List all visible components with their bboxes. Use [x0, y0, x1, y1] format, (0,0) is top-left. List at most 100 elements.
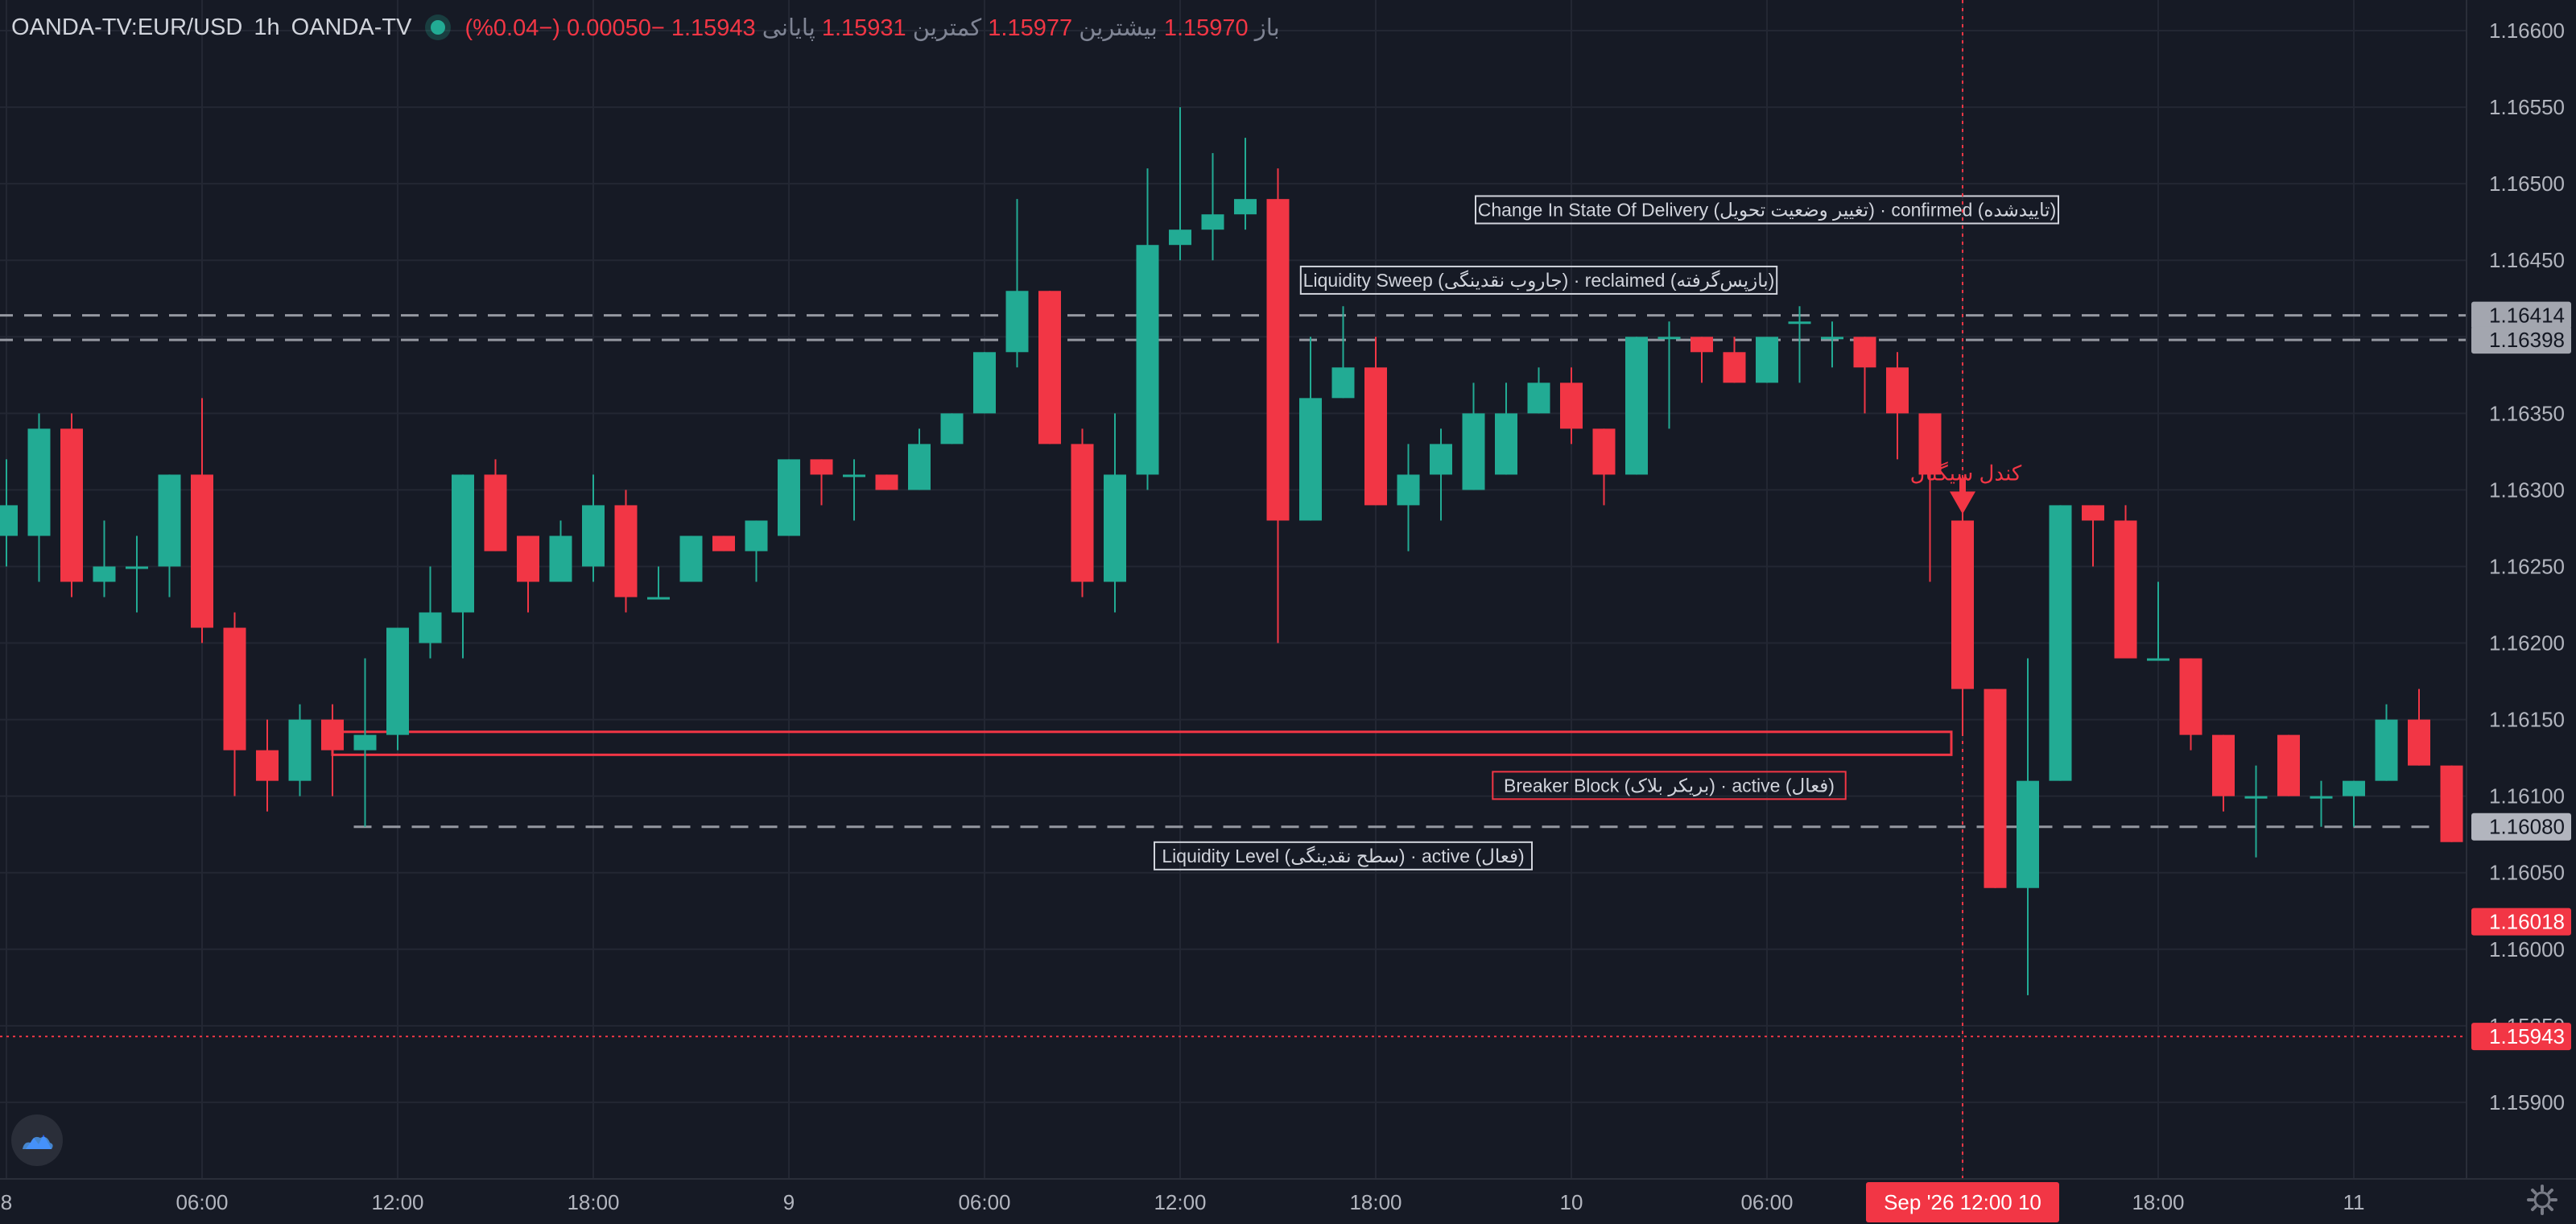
- candle-body: [2017, 780, 2039, 888]
- candle: [288, 704, 312, 796]
- candle: [810, 459, 833, 506]
- candle: [1234, 138, 1257, 230]
- level-price-tag: [2471, 813, 2571, 841]
- candle-body: [2277, 734, 2300, 796]
- chart-header: OANDA-TV:EUR/USD 1h OANDA-TV باز 1.15970…: [11, 11, 1280, 43]
- time-axis-bg: [0, 1179, 2576, 1224]
- candle: [1364, 337, 1387, 506]
- candle-body: [2310, 796, 2333, 799]
- candle-body: [191, 474, 213, 628]
- candle: [1918, 413, 1942, 582]
- candle: [419, 566, 442, 659]
- candle-body: [126, 566, 148, 569]
- candle-body: [679, 536, 703, 582]
- candle: [2277, 734, 2300, 796]
- candle-body: [1201, 214, 1224, 230]
- candle: [778, 459, 800, 536]
- candle-body: [778, 459, 800, 536]
- candle-body: [2408, 719, 2430, 766]
- candle: [712, 536, 735, 552]
- price-marker-label: 1.15943: [2489, 1024, 2565, 1048]
- candle: [582, 474, 605, 582]
- candle-body: [1397, 474, 1420, 506]
- symbol-name[interactable]: OANDA-TV:EUR/USD: [11, 14, 243, 40]
- candle-body: [1234, 199, 1257, 215]
- candle-body: [2244, 796, 2268, 799]
- candle-body: [1136, 245, 1159, 475]
- data-source: OANDA-TV: [291, 14, 412, 40]
- market-status-icon: [431, 20, 446, 35]
- candle: [1625, 337, 1648, 475]
- level-price-label: 1.16080: [2489, 815, 2565, 839]
- open-value: 1.15970: [1163, 14, 1249, 41]
- time-axis[interactable]: 8 06:00 12:00 18:00 9 06:00 12:00 18:00 10 06:00 1…: [0, 1178, 2576, 1224]
- candle: [158, 474, 181, 598]
- candle: [2114, 505, 2137, 659]
- price-tick-label: 1.16050: [2489, 861, 2565, 885]
- candle: [549, 520, 572, 582]
- time-tick-label: 18:00: [1349, 1190, 1402, 1214]
- candle-body: [1756, 337, 1778, 383]
- gear-icon[interactable]: [2526, 1184, 2558, 1216]
- candles[interactable]: [0, 107, 2496, 995]
- annotation-box: [1154, 841, 1533, 870]
- candle-body: [1984, 688, 2007, 888]
- price-marker-tag: [2471, 908, 2571, 936]
- annotation-change-in-state-of-delivery: Change In State Of Delivery (تغییر وضعیت…: [1478, 199, 2057, 221]
- candle-body: [1038, 291, 1061, 445]
- high-value: 1.15977: [988, 14, 1073, 41]
- candle: [2082, 505, 2104, 567]
- time-tick-label: 12:00: [1154, 1190, 1206, 1214]
- tradingview-cloud-icon[interactable]: [11, 1114, 63, 1166]
- close-label: پایانی: [762, 14, 815, 41]
- candle: [875, 474, 898, 490]
- annotation-box: [1299, 265, 1778, 295]
- candle: [2212, 734, 2235, 812]
- time-tick-label: 11: [2343, 1190, 2365, 1214]
- candle-body: [810, 459, 833, 475]
- candle: [908, 428, 931, 490]
- candle: [1005, 199, 1029, 368]
- candle: [1038, 291, 1061, 445]
- candle-body: [940, 413, 964, 445]
- level-price-label: 1.16398: [2489, 328, 2565, 352]
- annotation-liquidity-sweep: Liquidity Sweep (جاروب نقدینگی) · reclai…: [1303, 270, 1775, 292]
- candle-body: [158, 474, 181, 567]
- candle-body: [1853, 337, 1876, 368]
- candle: [2244, 765, 2268, 858]
- candle: [647, 566, 670, 600]
- candle-body: [353, 734, 377, 751]
- candle: [614, 490, 638, 613]
- candle: [517, 536, 539, 613]
- candle: [1462, 382, 1485, 490]
- price-axis-bg: [2467, 0, 2576, 1179]
- candle-body: [712, 536, 735, 552]
- candle-body: [2049, 505, 2072, 781]
- candle-body: [2179, 658, 2202, 735]
- low-label: کمترین: [912, 14, 982, 41]
- candle-body: [1788, 321, 1811, 325]
- candle-body: [1657, 337, 1681, 340]
- candle: [2375, 704, 2398, 781]
- candle-body: [321, 719, 344, 751]
- candle: [1299, 337, 1322, 521]
- price-marker-label: 1.16018: [2489, 910, 2565, 934]
- time-tick-label: 06:00: [958, 1190, 1010, 1214]
- candle-body: [2343, 780, 2365, 796]
- candle: [386, 627, 409, 751]
- candle: [223, 612, 246, 796]
- price-tick-label: 1.16550: [2489, 95, 2565, 119]
- candle: [27, 413, 51, 582]
- crosshair: [0, 0, 2467, 1179]
- candle-body: [2212, 734, 2235, 796]
- candle: [1201, 153, 1224, 261]
- candle: [973, 352, 996, 414]
- price-axis[interactable]: 1.159001.159501.160001.160501.161001.161…: [2466, 0, 2576, 1179]
- candle: [2179, 658, 2202, 751]
- interval[interactable]: 1h: [254, 14, 280, 40]
- change-value: −0.00050 (−0.04%): [464, 14, 665, 41]
- time-tick-label: 12:00: [371, 1190, 423, 1214]
- candle-body: [27, 428, 51, 536]
- candle: [0, 459, 18, 567]
